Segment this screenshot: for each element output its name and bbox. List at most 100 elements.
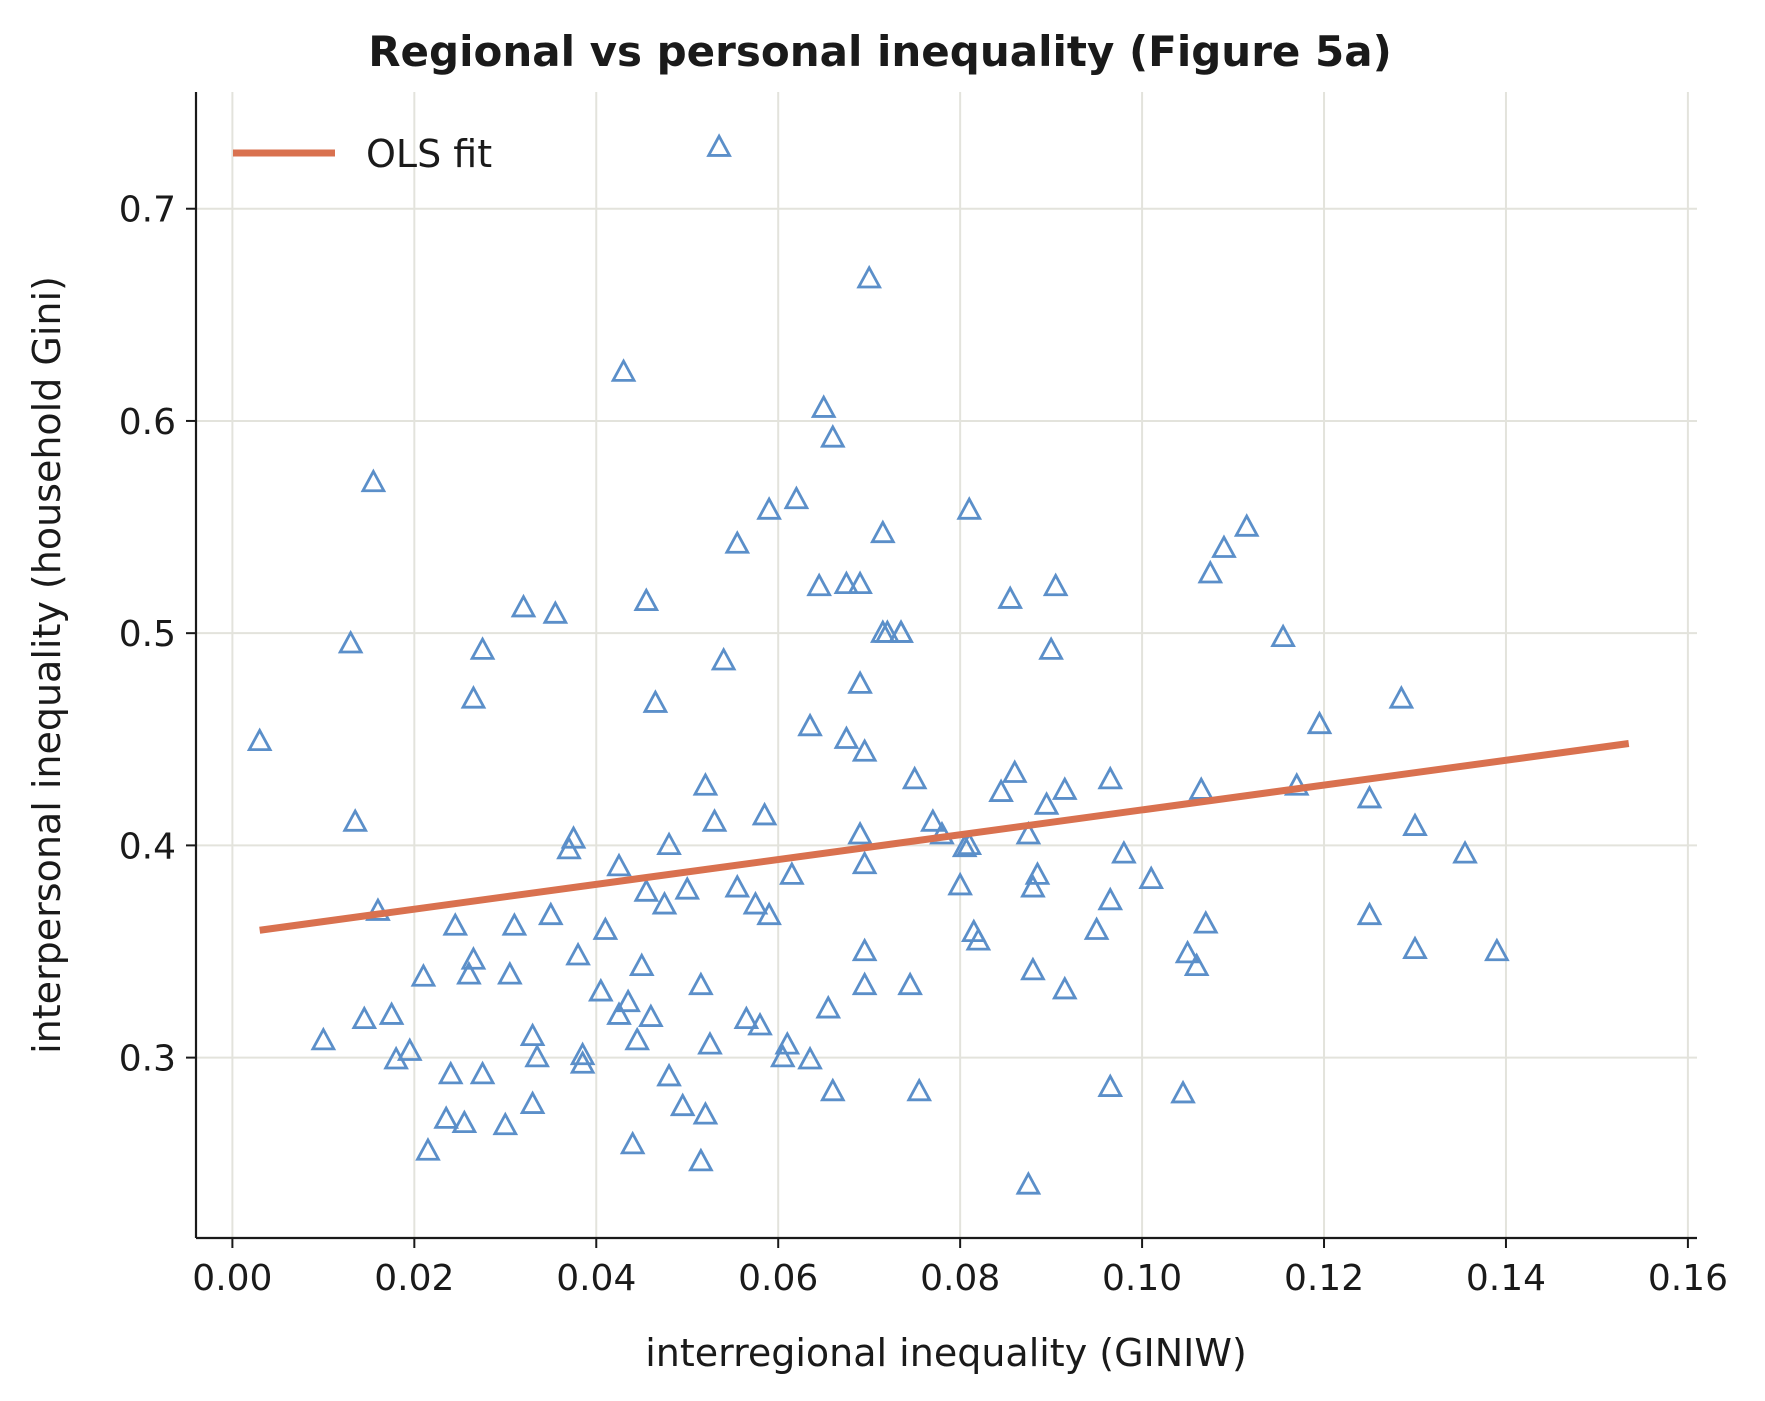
data-point [537,901,564,926]
data-point [797,712,823,737]
data-point [246,727,273,752]
data-point [774,1030,801,1055]
data-point [1138,865,1164,889]
data-point [901,765,928,790]
data-point [469,636,496,660]
data-point [706,133,732,157]
data-point [1015,820,1042,845]
data-point [638,1003,664,1027]
data-point [651,890,678,915]
data-point [501,912,528,936]
grid [196,92,1697,1238]
data-point [469,1060,496,1085]
x-tick-label: 0.10 [1102,1258,1182,1299]
data-point [851,850,878,875]
data-point [874,619,901,643]
data-point [819,423,846,448]
data-point [310,1026,337,1051]
legend: OLS fit [233,132,492,176]
legend-fit-label: OLS fit [366,132,492,176]
data-point [383,1045,409,1070]
data-point [378,1001,405,1025]
data-point [847,570,873,595]
data-point [710,646,737,671]
data-point [1192,909,1219,934]
x-axis-label: interregional inequality (GINIW) [645,1331,1247,1375]
x-tick-label: 0.08 [920,1258,1000,1299]
data-point [628,952,655,977]
data-point [1033,791,1060,815]
x-tick-label: 0.14 [1466,1258,1546,1299]
data-point [851,738,878,762]
data-point [1484,937,1510,962]
data-point [1270,623,1296,648]
data-point [733,1005,760,1030]
data-point [1024,861,1051,885]
data-point [360,468,387,493]
data-point [897,971,923,996]
data-point [920,808,946,832]
data-point [337,629,364,654]
data-point [965,926,992,951]
data-point [342,808,368,832]
data-point [415,1137,441,1161]
data-point [1356,784,1383,809]
data-point [492,1111,519,1136]
data-point [1051,776,1078,800]
data-point [779,861,805,885]
data-point [888,619,914,643]
data-point [560,825,587,849]
data-point [1020,956,1046,981]
data-point [751,801,778,826]
y-tick-label: 0.5 [119,614,176,655]
data-point [906,1077,933,1102]
data-point [797,1045,823,1070]
data-point [806,572,832,597]
data-point [988,778,1014,802]
data-point [1211,534,1237,558]
data-point [396,1037,423,1061]
data-point [951,833,978,858]
data-point [606,1001,632,1025]
x-tick-label: 0.02 [374,1258,454,1299]
data-point [692,772,719,796]
data-point [1097,886,1124,911]
data-point [1452,839,1478,864]
data-point [569,1050,596,1074]
x-tick-label: 0.00 [192,1258,272,1299]
data-point [851,971,878,996]
data-point [510,593,537,618]
data-point [742,890,769,915]
y-tick-label: 0.7 [119,190,176,231]
y-tick-label: 0.4 [119,826,176,867]
axes [194,92,1697,1240]
data-point [442,912,469,936]
data-point [1402,812,1428,836]
data-point [724,530,751,554]
x-tick-label: 0.06 [738,1258,818,1299]
data-point [633,878,660,902]
data-point [633,587,660,611]
chart-title: Regional vs personal inequality (Figure … [368,27,1392,76]
data-point [1356,901,1383,926]
data-point [997,585,1023,609]
data-point [956,496,983,520]
data-point [769,1043,796,1068]
data-point [1015,1171,1042,1195]
data-point [519,1022,546,1047]
data-point [606,852,632,877]
data-point [1083,916,1110,940]
data-point [656,1062,682,1087]
data-point [619,1130,646,1155]
data-point [656,831,682,856]
data-point [460,685,487,709]
data-point [1001,759,1028,783]
data-point [588,977,614,1002]
data-point [674,876,701,900]
x-tick-label: 0.16 [1648,1258,1728,1299]
data-point [642,689,669,713]
data-point [1042,572,1069,597]
data-point [565,941,591,966]
